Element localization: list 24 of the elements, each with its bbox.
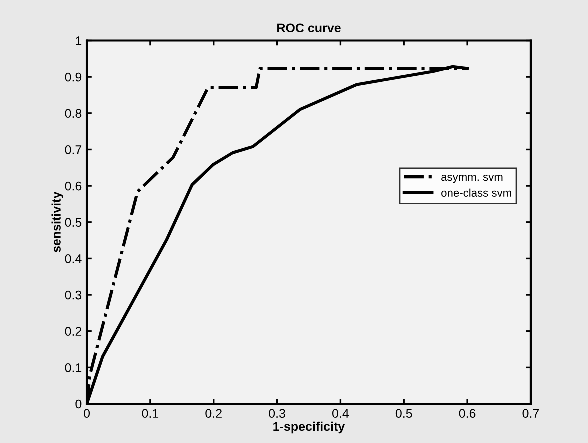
chart-title: ROC curve [278, 24, 341, 33]
y-tick-label: 0.4 [65, 254, 82, 264]
y-axis-title: sensitivity [52, 192, 64, 253]
x-tick-label: 0.1 [142, 409, 159, 418]
x-tick-label: 0.2 [206, 409, 222, 418]
y-tick-label: 0.6 [65, 182, 82, 191]
y-tick-label: 0.7 [65, 146, 82, 154]
x-tick-label: 0 [84, 409, 90, 418]
y-tick-label: 0.8 [65, 109, 82, 118]
x-tick-label: 0.3 [269, 409, 286, 418]
y-tick-label: 0.9 [65, 72, 82, 82]
y-tick-label: 0.5 [65, 218, 82, 228]
x-tick-label: 0.6 [459, 409, 476, 418]
x-axis-title: 1-specificity [274, 422, 346, 434]
x-tick-label: 0.5 [396, 409, 412, 418]
y-tick-label: 0.3 [65, 290, 82, 300]
x-tick-label: 0.7 [522, 409, 540, 418]
y-tick-label: 1 [76, 36, 82, 46]
legend-label: one-class svm [442, 188, 512, 197]
y-tick-label: 0 [76, 400, 82, 409]
x-tick-label: 0.4 [332, 409, 350, 418]
y-tick-label: 0.1 [65, 363, 82, 372]
y-tick-label: 0.2 [65, 327, 82, 336]
legend-label: asymm. svm [442, 175, 503, 184]
